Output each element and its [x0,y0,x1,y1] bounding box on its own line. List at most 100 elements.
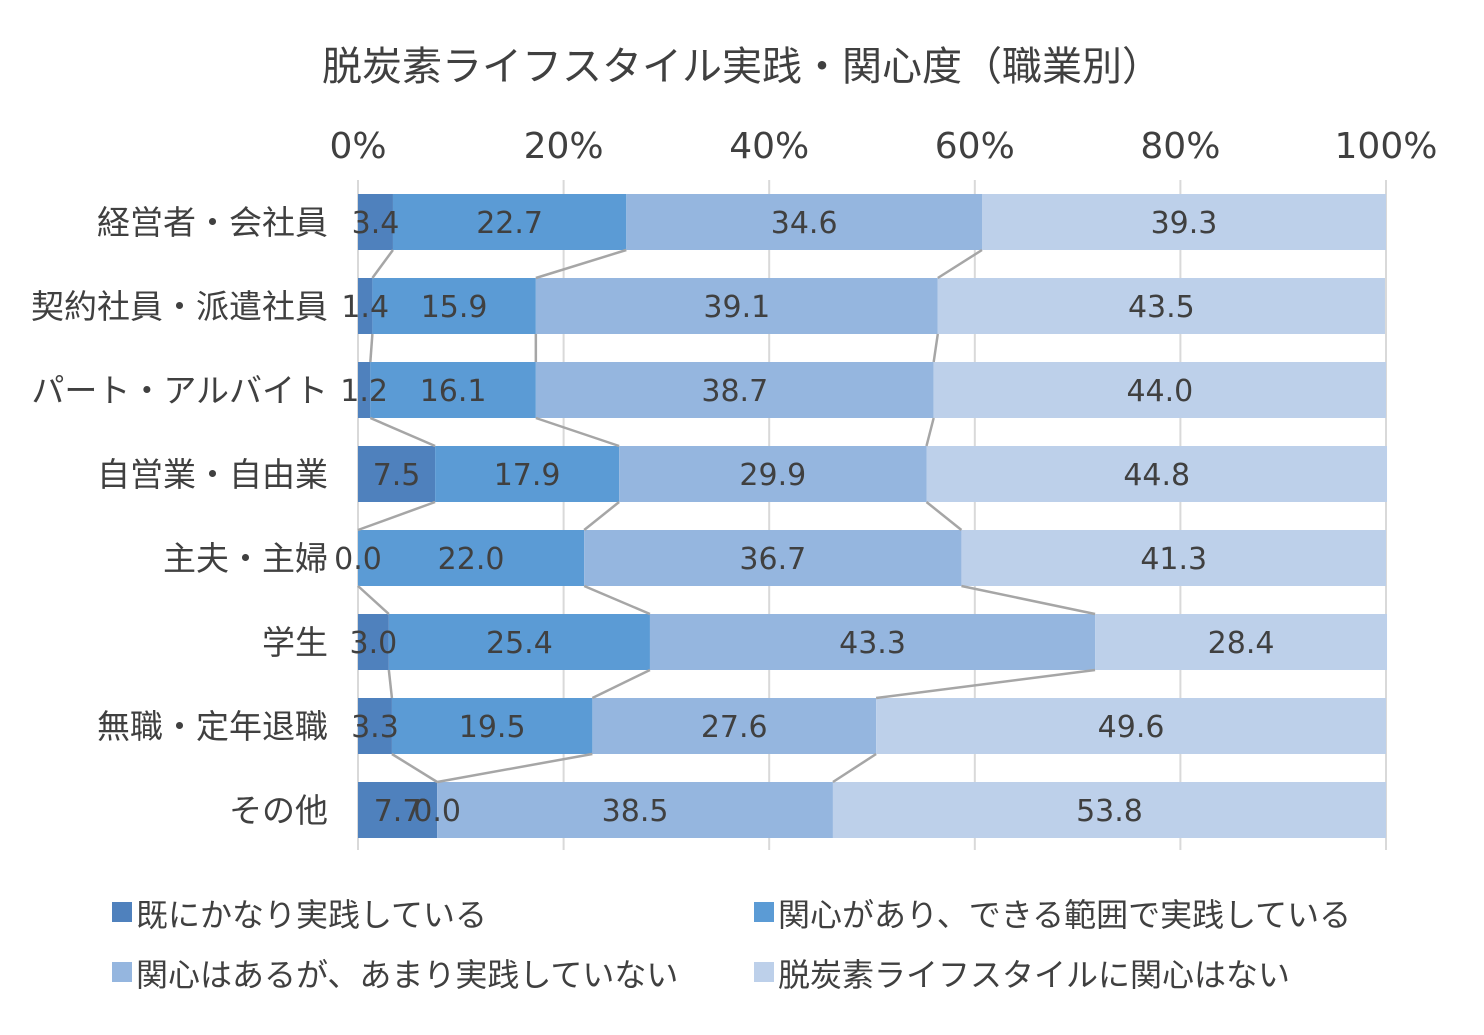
series-line [925,501,963,531]
legend-swatch [754,902,774,922]
bar-segment [592,698,877,754]
category-label: 無職・定年退職 [97,707,328,746]
bar-segment [372,278,536,334]
series-line [391,752,438,784]
bar-segment [358,278,373,334]
bar-segment [584,530,962,586]
bar-segment [535,278,938,334]
series-line [387,669,394,699]
legend: 既にかなり実践している 関心があり、できる範囲で実践している関心はあるが、あまり実… [112,896,1351,994]
bar-segment [358,614,389,670]
series-line [937,248,983,280]
data-labels: 3.4 22.7 34.6 39.3 1.4 15.9 39.1 43.5 1.2 16.1 38.… [334,206,1274,829]
bar-segment [435,446,620,502]
bar-segment [1095,614,1388,670]
data-label: 29.9 [739,458,806,493]
series-line [357,500,436,532]
data-label: 16.1 [420,374,487,409]
data-label: 38.5 [602,794,669,829]
series-line [591,668,651,700]
bar-segment [370,362,536,418]
legend-swatch [112,962,132,982]
data-label: 49.6 [1098,710,1165,745]
series-line [925,417,935,447]
bar-segment [626,194,982,250]
data-label: 22.7 [476,206,543,241]
series-line [369,416,436,448]
x-tick-label: 80% [1140,126,1220,167]
bar-segment [961,530,1386,586]
bar-segment [926,446,1388,502]
chart-title: 脱炭素ライフスタイル実践・関心度（職業別） [322,44,1162,90]
category-label: その他 [229,791,328,830]
data-label: 38.7 [701,374,768,409]
bar-segment [933,362,1386,418]
series-line [832,752,877,784]
legend-label: 関心はあるが、あまり実践していない [136,956,678,994]
x-tick-label: 0% [329,126,386,167]
data-label: 43.3 [839,626,906,661]
data-label: 1.2 [340,374,388,409]
bar-segment [876,698,1386,754]
category-label: パート・アルバイト [31,371,328,410]
category-label: 主夫・主婦 [163,539,328,578]
data-label: 43.5 [1128,290,1195,325]
data-label: 44.0 [1126,374,1193,409]
series-line [583,584,651,616]
data-label: 17.9 [494,458,561,493]
bar-segment [832,782,1386,838]
legend-swatch [754,962,774,982]
data-label: 7.5 [373,458,421,493]
series-line [436,752,593,784]
data-label: 3.3 [351,710,399,745]
series-line [357,585,390,615]
x-tick-label: 20% [524,126,604,167]
series-line [875,668,1096,700]
data-label: 53.8 [1076,794,1143,829]
data-label: 22.0 [438,542,505,577]
series-line [371,249,394,279]
data-label: 34.6 [771,206,838,241]
bar-segment [358,362,371,418]
x-tick-label: 60% [935,126,1015,167]
data-label: 0.0 [334,542,382,577]
series-lines [357,248,1096,784]
bar-segment [437,782,833,838]
data-label: 7.7 [374,794,422,829]
series-line [535,416,620,448]
series-line [369,333,374,363]
category-label: 契約社員・派遣社員 [31,287,328,326]
legend-swatch [112,902,132,922]
bars [358,194,1388,838]
bar-segment [358,446,436,502]
data-label: 39.1 [703,290,770,325]
x-tick-label: 40% [729,126,809,167]
bar-segment [358,698,392,754]
series-line [583,501,620,531]
bar-segment [358,782,438,838]
bar-segment [358,194,393,250]
bar-segment [535,362,934,418]
bar-segment [619,446,927,502]
data-label: 36.7 [739,542,806,577]
data-label: 3.0 [350,626,398,661]
bar-segment [649,614,1096,670]
data-label: 0.0 [413,794,461,829]
data-label: 27.6 [701,710,768,745]
series-line [535,248,627,280]
bar-segment [981,194,1386,250]
data-label: 41.3 [1140,542,1207,577]
series-line [961,584,1096,616]
bar-segment [937,278,1385,334]
data-label: 19.5 [459,710,526,745]
bar-segment [388,614,650,670]
bar-segment [392,194,627,250]
legend-label: 関心があり、できる範囲で実践している [778,896,1351,934]
category-labels: 経営者・会社員契約社員・派遣社員パート・アルバイト自営業・自由業主夫・主婦学生無… [31,203,328,830]
category-label: 自営業・自由業 [97,455,328,494]
data-label: 15.9 [421,290,488,325]
data-label: 39.3 [1151,206,1218,241]
data-label: 28.4 [1208,626,1275,661]
